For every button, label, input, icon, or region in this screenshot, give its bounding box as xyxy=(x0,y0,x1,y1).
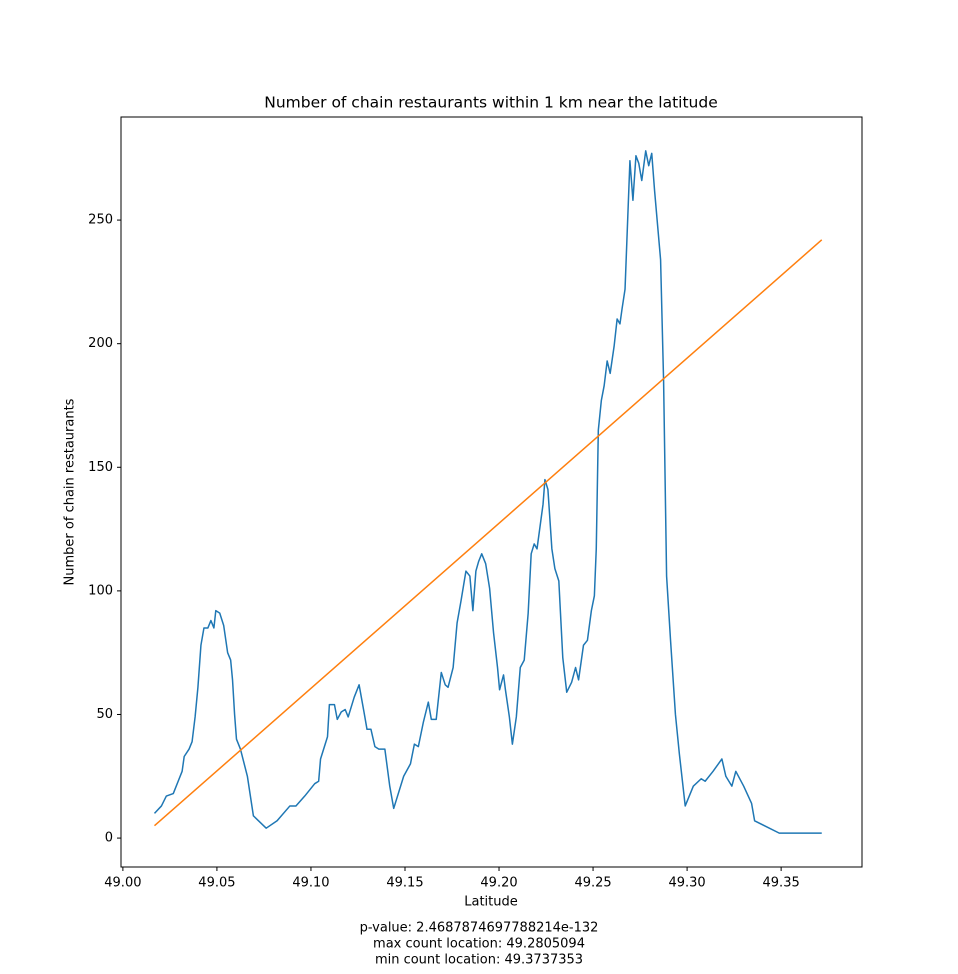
data-line xyxy=(153,239,823,827)
plot-frame xyxy=(120,116,863,868)
chart-title: Number of chain restaurants within 1 km … xyxy=(264,94,718,112)
y-tick-label: 200 xyxy=(88,336,113,351)
y-tick-label: 150 xyxy=(88,460,113,475)
footer-line: p-value: 2.4687874697788214e-132 xyxy=(360,921,599,936)
y-tick-label: 50 xyxy=(96,707,113,722)
x-axis-label: Latitude xyxy=(464,895,518,910)
x-tick-label: 49.15 xyxy=(386,876,423,891)
x-tick-label: 49.30 xyxy=(668,876,705,891)
x-tick-label: 49.25 xyxy=(574,876,611,891)
footer-line: min count location: 49.3737353 xyxy=(375,953,583,968)
y-tick-label: 250 xyxy=(88,213,113,228)
y-tick-label: 0 xyxy=(105,831,113,846)
y-axis-label: Number of chain restaurants xyxy=(63,398,78,585)
footer-line: max count location: 49.2805094 xyxy=(373,937,585,952)
x-tick-label: 49.20 xyxy=(480,876,517,891)
y-tick-label: 100 xyxy=(88,583,113,598)
data-line xyxy=(153,150,822,834)
x-tick-label: 49.00 xyxy=(104,876,141,891)
x-tick-label: 49.35 xyxy=(763,876,800,891)
x-tick-label: 49.05 xyxy=(198,876,235,891)
x-tick-label: 49.10 xyxy=(292,876,329,891)
